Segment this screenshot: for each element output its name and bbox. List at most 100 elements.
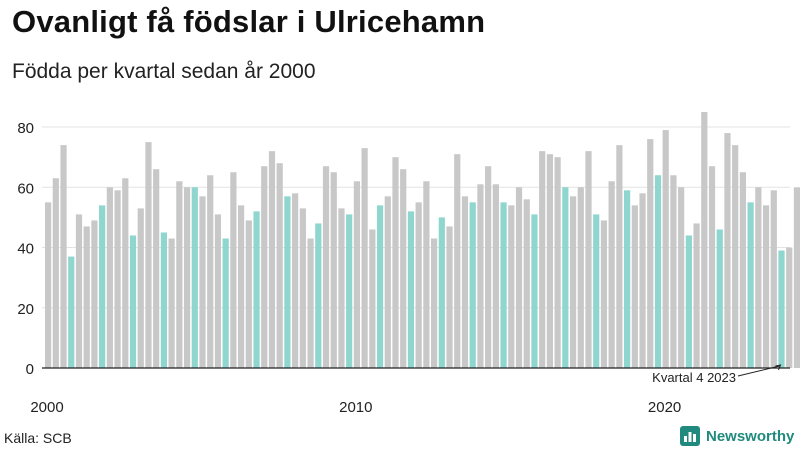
- bar: [461, 196, 469, 368]
- bar: [569, 196, 577, 368]
- bar: [793, 187, 800, 368]
- bar: [276, 163, 283, 368]
- bar: [423, 181, 430, 368]
- bar: [222, 238, 229, 368]
- y-tick-label: 80: [17, 120, 34, 137]
- bar: [384, 196, 391, 368]
- bar: [145, 142, 152, 368]
- bar: [230, 172, 237, 368]
- bar: [361, 148, 368, 368]
- bar: [292, 193, 299, 368]
- bar: [431, 238, 438, 368]
- bar: [747, 202, 754, 368]
- bar: [554, 157, 561, 368]
- bar: [315, 223, 322, 368]
- bar: [83, 226, 90, 368]
- bar: [60, 145, 67, 368]
- bar: [593, 214, 600, 368]
- bar: [678, 187, 685, 368]
- bar: [392, 157, 399, 368]
- bar: [268, 151, 276, 368]
- bar: [755, 187, 762, 368]
- bar: [770, 190, 777, 368]
- x-tick-label: 2020: [648, 399, 681, 416]
- annotation-label: Kvartal 4 2023: [652, 370, 736, 385]
- bar: [137, 208, 144, 368]
- bar: [253, 211, 260, 368]
- bar: [176, 181, 183, 368]
- bar: [353, 181, 360, 368]
- bar: [207, 175, 214, 368]
- bar: [485, 166, 492, 368]
- bar: [415, 202, 422, 368]
- bar: [631, 205, 638, 368]
- bar: [446, 226, 453, 368]
- bar: [261, 166, 268, 368]
- bar: [307, 238, 314, 368]
- bar: [238, 205, 245, 368]
- bar: [75, 214, 83, 368]
- bar: [91, 220, 98, 368]
- bar: [523, 199, 530, 368]
- y-tick-label: 40: [17, 241, 34, 258]
- annotation-arrowhead: [775, 364, 782, 371]
- y-tick-label: 0: [26, 361, 34, 378]
- source-note: Källa: SCB: [4, 430, 72, 446]
- bar: [160, 232, 167, 368]
- bar: [654, 175, 662, 368]
- bar: [114, 190, 121, 368]
- bar: [708, 166, 716, 368]
- brand-logo[interactable]: Newsworthy: [680, 426, 794, 446]
- bar: [739, 172, 746, 368]
- bar: [52, 178, 59, 368]
- annotation-arrow: [737, 365, 780, 377]
- bar: [454, 154, 461, 368]
- bar: [106, 187, 113, 368]
- bar: [647, 139, 654, 368]
- x-tick-label: 2000: [30, 399, 63, 416]
- bar: [546, 154, 553, 368]
- bar: [322, 166, 330, 368]
- bar: [716, 229, 723, 368]
- bar: [577, 187, 584, 368]
- bar: [68, 256, 75, 368]
- bar: [639, 193, 646, 368]
- bar: [531, 214, 538, 368]
- bar: [183, 187, 191, 368]
- bar: [369, 229, 376, 368]
- bar: [685, 235, 692, 368]
- bar: [608, 181, 615, 368]
- bar: [284, 196, 291, 368]
- y-tick-label: 60: [17, 180, 34, 197]
- bar: [99, 205, 106, 368]
- x-tick-label: 2010: [339, 399, 372, 416]
- bar: [492, 184, 499, 368]
- bar: [477, 184, 484, 368]
- bar: [670, 175, 677, 368]
- bar: [508, 205, 515, 368]
- bar-chart-logo-icon: [680, 426, 700, 446]
- y-tick-label: 20: [17, 301, 34, 318]
- bar: [762, 205, 770, 368]
- bar: [662, 130, 669, 368]
- bar: [585, 151, 592, 368]
- chart-subtitle: Födda per kvartal sedan år 2000: [12, 60, 316, 83]
- chart-title: Ovanligt få födslar i Ulricehamn: [12, 4, 486, 39]
- bar: [407, 211, 415, 368]
- bar: [346, 214, 353, 368]
- bar: [469, 202, 476, 368]
- bar: [500, 202, 507, 368]
- brand-name: Newsworthy: [706, 427, 795, 445]
- bar: [45, 202, 52, 368]
- bar: [438, 217, 445, 368]
- bar: [129, 235, 137, 368]
- bar: [515, 187, 523, 368]
- bar: [624, 190, 631, 368]
- bar: [191, 187, 198, 368]
- bar: [400, 169, 407, 368]
- bar: [562, 187, 569, 368]
- bar: [701, 112, 708, 368]
- bar: [724, 133, 731, 368]
- bar: [616, 145, 623, 368]
